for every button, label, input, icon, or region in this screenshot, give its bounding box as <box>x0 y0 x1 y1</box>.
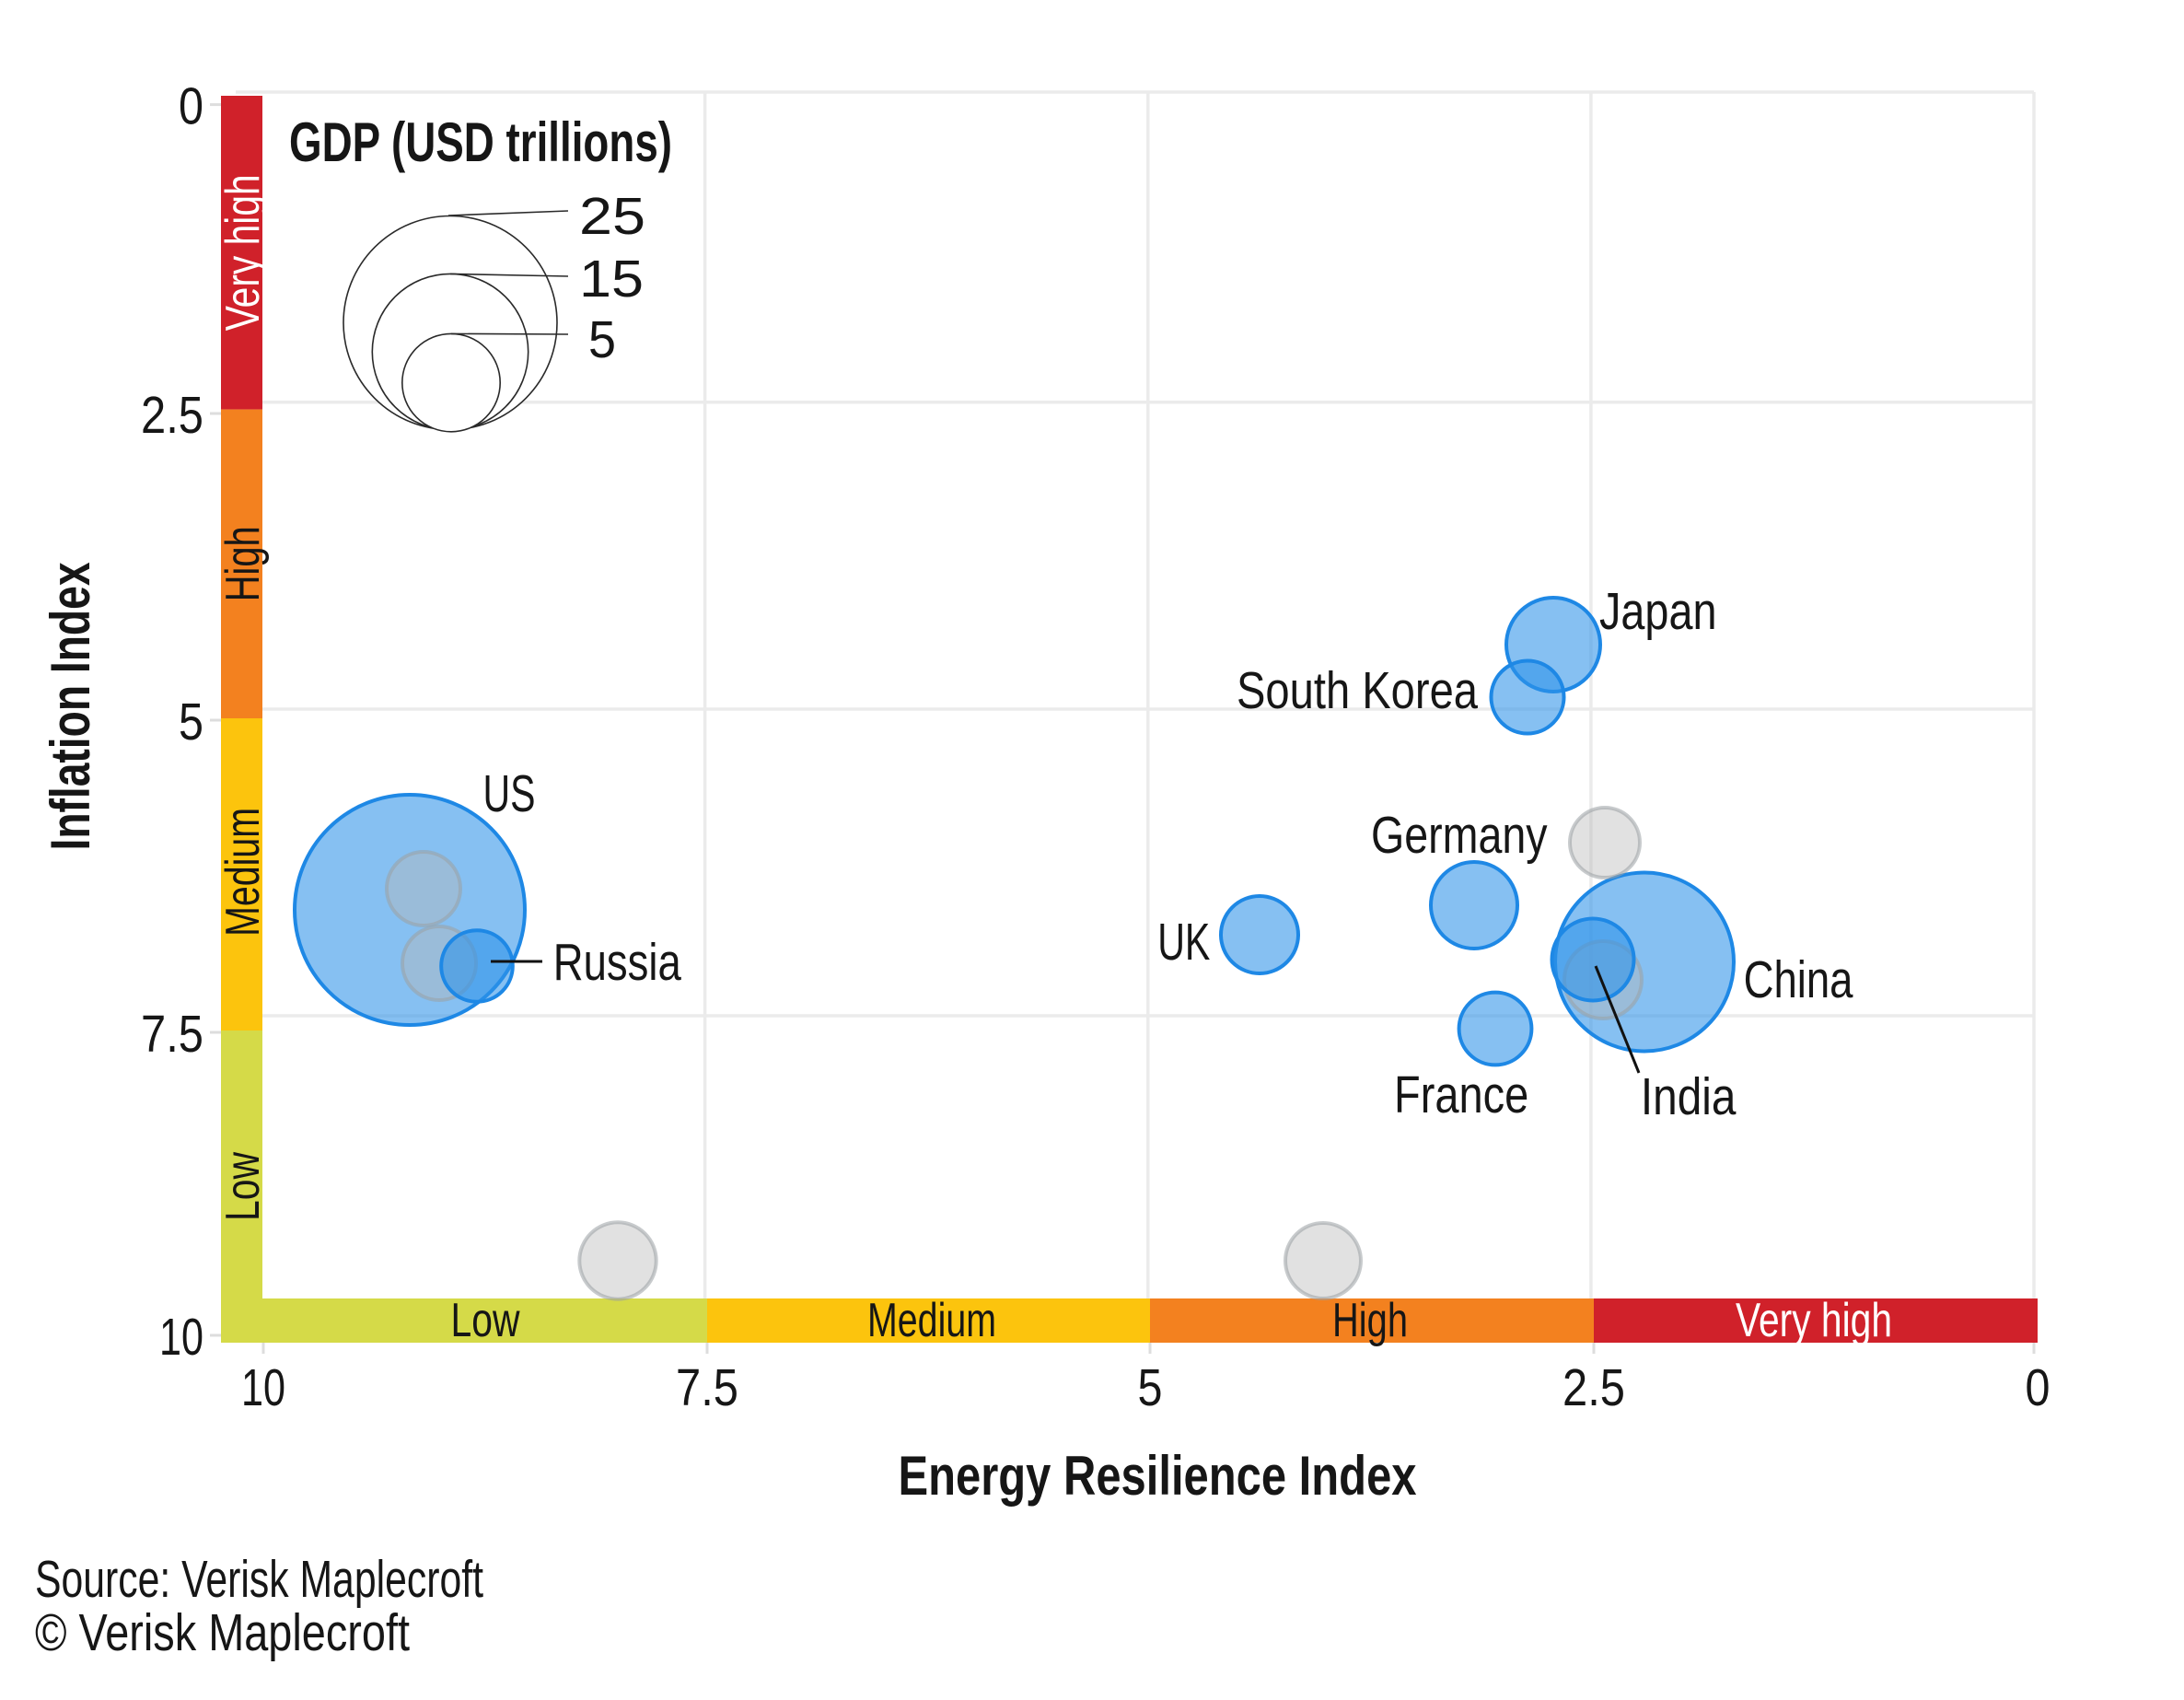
svg-text:7.5: 7.5 <box>676 1358 738 1417</box>
svg-text:Energy Resilience Index: Energy Resilience Index <box>899 1445 1417 1507</box>
svg-text:Low: Low <box>216 1152 270 1221</box>
svg-text:10: 10 <box>241 1358 285 1417</box>
svg-text:2.5: 2.5 <box>141 386 203 445</box>
svg-text:Medium: Medium <box>216 808 270 937</box>
svg-text:7.5: 7.5 <box>141 1005 203 1064</box>
svg-text:South Korea: South Korea <box>1237 661 1478 720</box>
svg-text:Medium: Medium <box>867 1294 996 1347</box>
svg-text:Inflation Index: Inflation Index <box>40 563 101 851</box>
svg-text:High: High <box>216 526 270 601</box>
svg-text:Source: Verisk Maplecroft: Source: Verisk Maplecroft <box>35 1550 483 1609</box>
svg-text:Russia: Russia <box>553 933 681 992</box>
svg-text:Germany: Germany <box>1371 806 1548 865</box>
svg-text:10: 10 <box>159 1308 203 1367</box>
svg-text:0: 0 <box>179 76 203 135</box>
svg-text:0: 0 <box>2026 1358 2050 1417</box>
svg-text:2.5: 2.5 <box>1562 1358 1625 1417</box>
svg-text:25: 25 <box>579 187 645 246</box>
svg-text:Japan: Japan <box>1599 582 1717 641</box>
svg-text:US: US <box>483 764 536 823</box>
svg-text:France: France <box>1394 1065 1528 1124</box>
svg-text:Very high: Very high <box>1736 1294 1892 1347</box>
svg-text:GDP (USD trillions): GDP (USD trillions) <box>289 111 672 173</box>
svg-text:India: India <box>1641 1067 1737 1126</box>
svg-text:High: High <box>1332 1294 1408 1347</box>
svg-text:15: 15 <box>579 250 644 309</box>
svg-text:5: 5 <box>588 310 616 369</box>
svg-text:© Verisk Maplecroft: © Verisk Maplecroft <box>35 1603 410 1662</box>
svg-text:UK: UK <box>1157 913 1210 972</box>
svg-text:China: China <box>1744 950 1853 1009</box>
svg-text:5: 5 <box>179 693 203 751</box>
svg-text:Low: Low <box>451 1294 520 1347</box>
svg-text:5: 5 <box>1138 1358 1163 1417</box>
svg-text:Very high: Very high <box>216 174 270 331</box>
